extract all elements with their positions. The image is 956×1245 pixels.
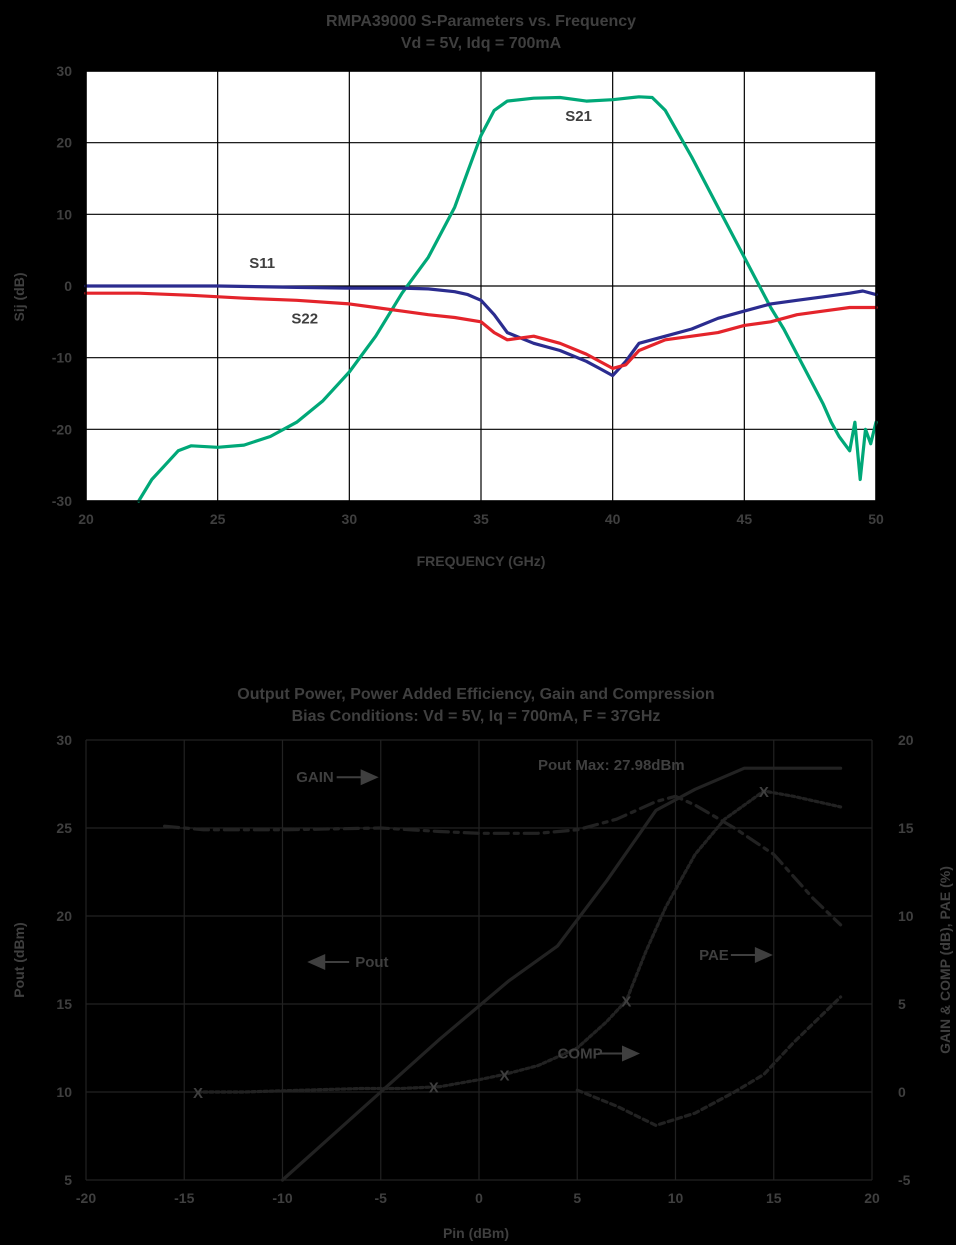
chart1-y-axis-label: Sij (dB) (11, 273, 27, 322)
c1-x-tick-label: 40 (605, 511, 621, 527)
c2-y2-tick-label: 0 (898, 1084, 906, 1100)
c2-x-tick-label: -20 (76, 1190, 96, 1206)
chart1-x-axis-label: FREQUENCY (GHz) (417, 553, 546, 569)
c2-x-tick-label: 10 (668, 1190, 684, 1206)
chart2-y-axis-label: Pout (dBm) (11, 922, 27, 997)
c2-y-tick-label: 30 (56, 732, 72, 748)
chart1-subtitle: Vd = 5V, Idq = 700mA (401, 35, 562, 52)
c1-x-tick-label: 20 (78, 511, 94, 527)
c2-series-gain-line (163, 794, 843, 927)
c2-data-marker: X (621, 993, 631, 1010)
c2-annotation-pout: Pout (355, 954, 388, 971)
c2-data-marker: X (429, 1080, 439, 1097)
c2-x-tick-label: 5 (573, 1190, 581, 1206)
c1-annotation-s21: S21 (565, 108, 592, 125)
arrow-right-icon (360, 769, 379, 786)
c1-y-tick-label: 0 (64, 278, 72, 294)
c1-annotation-s22: S22 (291, 310, 318, 327)
c2-y2-tick-label: 20 (898, 732, 914, 748)
chart1-title: RMPA39000 S-Parameters vs. Frequency (326, 13, 636, 30)
c2-annotation-pout: Pout Max: 27.98dBm (538, 757, 685, 774)
c2-series-pae-line (196, 789, 843, 1094)
c2-series-pout-line (280, 766, 843, 1182)
chart2-title: Output Power, Power Added Efficiency, Ga… (237, 686, 714, 703)
c2-annotation-pae: PAE (699, 947, 729, 964)
c2-y-tick-label: 20 (56, 908, 72, 924)
chart2-subtitle: Bias Conditions: Vd = 5V, Iq = 700mA, F … (292, 708, 661, 725)
c2-y2-tick-label: 5 (898, 996, 906, 1012)
c1-y-tick-label: 20 (56, 135, 72, 151)
c2-y-tick-label: 25 (56, 820, 72, 836)
c2-y-tick-label: 15 (56, 996, 72, 1012)
arrow-right-icon (622, 1045, 640, 1062)
c1-x-tick-label: 50 (868, 511, 884, 527)
chart2-y2-axis-label: GAIN & COMP (dB), PAE (%) (937, 866, 953, 1054)
c2-data-marker: X (193, 1085, 203, 1102)
c1-x-tick-label: 35 (473, 511, 489, 527)
c1-x-tick-label: 25 (210, 511, 226, 527)
c1-y-tick-label: -20 (52, 421, 72, 437)
c1-x-tick-label: 45 (737, 511, 753, 527)
c1-x-tick-label: 30 (342, 511, 358, 527)
chart2-x-axis-label: Pin (dBm) (443, 1225, 509, 1241)
c2-x-tick-label: -10 (272, 1190, 292, 1206)
chart1-frame (85, 70, 877, 502)
arrow-right-icon (754, 947, 773, 963)
c2-y2-tick-label: 10 (898, 908, 914, 924)
c1-y-tick-label: -30 (52, 493, 72, 509)
c2-series-comp-line (575, 995, 843, 1128)
c1-series-s21-line (137, 95, 878, 503)
c2-data-marker: X (759, 784, 769, 801)
c1-y-tick-label: -10 (52, 350, 72, 366)
c2-y-tick-label: 10 (56, 1084, 72, 1100)
c2-y2-tick-label: 15 (898, 820, 914, 836)
c2-x-tick-label: -5 (375, 1190, 388, 1206)
c2-annotation-gain: GAIN (296, 769, 334, 786)
c1-y-tick-label: 30 (56, 63, 72, 79)
c1-series-s11-line (84, 284, 878, 378)
c1-y-tick-label: 10 (56, 206, 72, 222)
c1-series-s22-line (84, 291, 878, 370)
c2-y2-tick-label: -5 (898, 1172, 911, 1188)
c1-annotation-s11: S11 (249, 255, 275, 272)
c2-annotation-comp: COMP (558, 1046, 603, 1063)
c2-x-tick-label: 15 (766, 1190, 782, 1206)
c2-y-tick-label: 5 (64, 1172, 72, 1188)
c2-data-marker: X (500, 1067, 510, 1084)
arrow-left-icon (307, 954, 326, 971)
c2-x-tick-label: 20 (864, 1190, 880, 1206)
c2-x-tick-label: -15 (174, 1190, 194, 1206)
c2-x-tick-label: 0 (475, 1190, 483, 1206)
s-parameters-chart: RMPA39000 S-Parameters vs. Frequency Vd … (11, 13, 884, 569)
output-power-chart: Output Power, Power Added Efficiency, Ga… (11, 686, 953, 1241)
